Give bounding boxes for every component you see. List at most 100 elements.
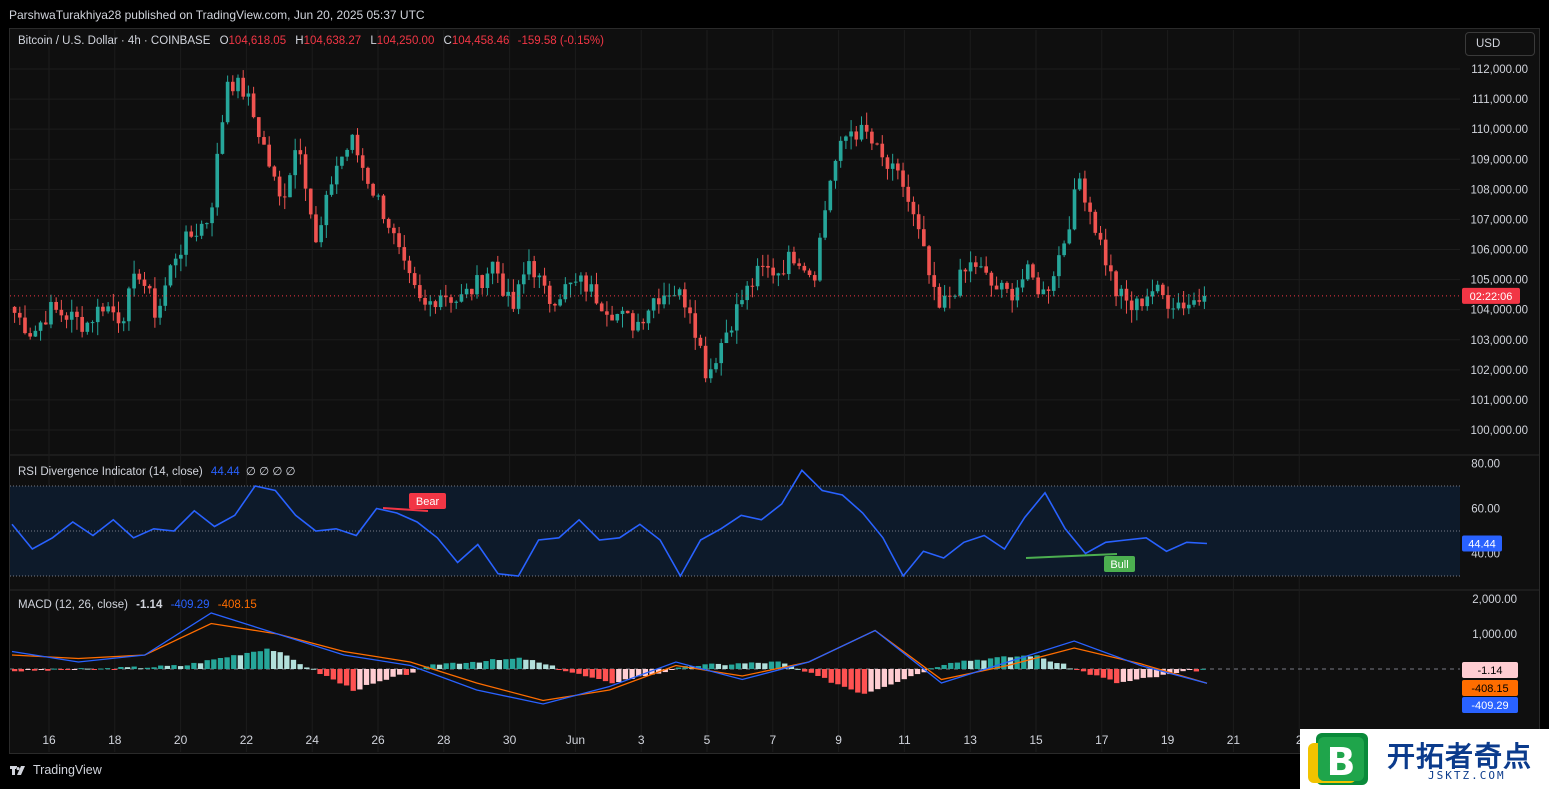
candle-body — [444, 295, 448, 298]
candle-body — [147, 285, 152, 289]
candle-body — [1098, 232, 1103, 240]
macd-histogram-bar — [868, 669, 874, 692]
macd-histogram-bar — [1034, 655, 1040, 669]
candle-body — [319, 225, 323, 243]
watermark-logo-icon: B — [1308, 733, 1368, 785]
candle-body — [683, 289, 687, 308]
candle-body — [688, 307, 692, 314]
candle-body — [386, 218, 391, 228]
macd-histogram-bar — [609, 669, 615, 684]
macd-histogram-bar — [171, 665, 177, 669]
candle-body — [906, 186, 911, 202]
bear-divergence-line — [382, 507, 429, 512]
candle-body — [345, 149, 349, 157]
macd-histogram-bar — [1054, 663, 1060, 669]
macd-histogram-bar — [702, 664, 708, 669]
candle-body — [360, 155, 365, 168]
chart-frame[interactable] — [9, 28, 1540, 754]
bull-divergence-line — [1025, 553, 1118, 559]
macd-histogram-bar — [158, 665, 164, 669]
candle-body — [932, 275, 937, 287]
rsi-line — [11, 469, 1208, 578]
macd-histogram-bar — [974, 659, 980, 669]
macd-histogram-bar — [509, 658, 516, 669]
candle-body — [953, 295, 957, 297]
candle-body — [199, 223, 204, 236]
macd-histogram-bar — [31, 669, 38, 671]
candle-body — [189, 231, 194, 237]
candle-body — [818, 237, 822, 281]
macd-histogram-bar — [1060, 663, 1067, 669]
candle-body — [1114, 271, 1118, 297]
candle-body — [392, 227, 396, 234]
macd-histogram-bar — [762, 663, 768, 669]
candle-body — [807, 270, 812, 276]
macd-histogram-bar — [370, 669, 376, 684]
macd-histogram-bar — [191, 662, 197, 669]
macd-signal-value: -408.15 — [217, 599, 257, 611]
macd-histogram-bar — [184, 665, 190, 669]
candle-body — [657, 298, 661, 305]
macd-tick-label: 1,000.00 — [1472, 629, 1517, 641]
macd-histogram-bar — [1041, 658, 1047, 669]
currency-button[interactable]: USD — [1465, 32, 1535, 56]
macd-histogram-bar — [383, 669, 390, 680]
candle-body — [568, 282, 573, 285]
macd-histogram-bar — [244, 652, 250, 669]
tradingview-logo-icon — [10, 766, 25, 775]
candle-body — [480, 275, 485, 288]
candle-body — [594, 284, 599, 304]
macd-legend[interactable]: MACD (12, 26, close) -1.14 -409.29 -408.… — [18, 599, 257, 611]
time-tick-label: 11 — [898, 733, 911, 747]
candle-body — [1005, 282, 1009, 289]
candle-body — [288, 175, 292, 198]
price-tick-label: 111,000.00 — [1472, 94, 1528, 106]
tradingview-brand: TradingView — [33, 763, 102, 777]
candle-body — [314, 214, 318, 243]
macd-histogram-bar — [1180, 669, 1186, 672]
candle-body — [745, 285, 750, 301]
macd-value-label: -408.15 — [1471, 683, 1508, 695]
candle-body — [1150, 291, 1155, 297]
macd-histogram-bar — [1133, 669, 1140, 680]
symbol-name[interactable]: Bitcoin / U.S. Dollar · 4h · COINBASE — [18, 35, 211, 47]
candle-body — [1051, 276, 1056, 291]
macd-histogram-bar — [1100, 669, 1107, 678]
macd-histogram-bar — [914, 669, 921, 675]
macd-histogram-bar — [954, 662, 961, 669]
macd-value-label: -1.14 — [1477, 665, 1502, 677]
candle-body — [241, 77, 246, 97]
low-label: L — [370, 35, 377, 47]
rsi-legend[interactable]: RSI Divergence Indicator (14, close) 44.… — [18, 464, 296, 478]
candle-body — [859, 124, 864, 140]
candle-body — [547, 285, 552, 304]
candle-body — [625, 310, 630, 314]
candle-body — [1155, 284, 1160, 292]
candle-body — [542, 275, 547, 286]
candle-body — [1192, 300, 1196, 305]
macd-histogram-bar — [277, 652, 283, 669]
macd-histogram-bar — [901, 669, 907, 680]
candle-body — [153, 288, 157, 318]
price-tick-label: 105,000.00 — [1470, 275, 1528, 287]
candle-body — [308, 188, 313, 215]
candle-body — [366, 167, 370, 184]
macd-histogram-bar — [735, 663, 741, 669]
macd-histogram-bar — [841, 669, 848, 687]
candle-body — [38, 322, 43, 331]
candle-body — [870, 131, 874, 144]
candle-body — [740, 300, 744, 305]
tradingview-logo[interactable]: TradingView — [9, 763, 102, 777]
candle-body — [521, 274, 526, 285]
macd-histogram-bar — [516, 657, 522, 669]
candle-body — [599, 303, 604, 312]
macd-histogram-bar — [1153, 669, 1160, 678]
publish-info: ParshwaTurakhiya28 published on TradingV… — [9, 8, 425, 22]
macd-histogram-bar — [363, 669, 370, 685]
candle-body — [890, 163, 895, 169]
candle-body — [1103, 239, 1108, 266]
macd-histogram-bar — [616, 669, 622, 683]
macd-value-badge — [1462, 697, 1518, 713]
macd-histogram-bar — [808, 669, 814, 673]
